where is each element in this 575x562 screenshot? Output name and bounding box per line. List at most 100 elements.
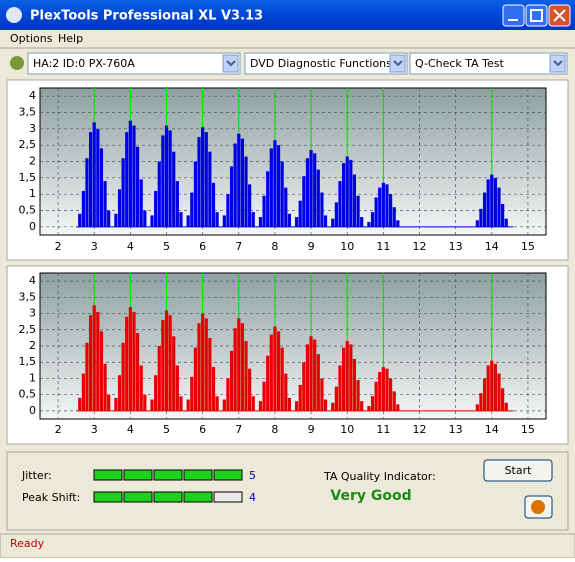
menu-item[interactable]: Help: [58, 32, 83, 45]
x-tick-label: 13: [449, 240, 463, 253]
test-select[interactable]: [409, 52, 568, 75]
bar: [135, 146, 140, 227]
bar: [374, 197, 378, 227]
x-tick-label: 6: [199, 240, 206, 253]
bar: [150, 399, 154, 411]
bar: [309, 150, 313, 227]
y-tick-label: 2: [29, 155, 36, 168]
bar: [92, 305, 96, 411]
bar: [186, 399, 190, 411]
bar: [370, 396, 375, 411]
bar: [378, 187, 382, 227]
bar: [179, 212, 183, 227]
bar: [81, 190, 85, 227]
maximize-button[interactable]: [525, 4, 548, 27]
x-tick-label: 12: [413, 423, 427, 436]
title-bar: [0, 0, 575, 30]
app-icon: [6, 7, 22, 23]
bar: [331, 218, 335, 227]
bar: [237, 133, 241, 227]
bar: [396, 404, 400, 411]
x-tick-label: 15: [521, 423, 535, 436]
results-panel: [6, 451, 569, 531]
bar: [197, 137, 201, 227]
bar: [175, 181, 179, 227]
bar: [128, 307, 132, 411]
bar: [89, 132, 93, 227]
bar: [266, 355, 270, 411]
bar: [114, 213, 118, 227]
bar: [121, 342, 125, 411]
y-tick-label: 1,5: [19, 171, 37, 184]
meter-segment: [93, 491, 123, 503]
bar: [338, 365, 342, 411]
bar: [385, 184, 389, 227]
status-text: Ready: [10, 537, 45, 550]
ta-quality-value: Very Good: [330, 488, 411, 504]
bar: [378, 371, 382, 411]
status-bar: [0, 533, 575, 559]
bar: [269, 334, 273, 411]
y-tick-label: 3,5: [19, 290, 37, 303]
y-tick-label: 0,5: [19, 204, 37, 217]
bar: [266, 171, 270, 227]
bar: [295, 401, 299, 411]
meter-segment: [153, 491, 183, 503]
function-text: DVD Diagnostic Functions: [250, 57, 392, 70]
bar: [96, 128, 100, 227]
bar: [244, 341, 248, 411]
meter-value: 4: [249, 491, 256, 504]
bar: [201, 127, 205, 227]
x-tick-label: 11: [376, 423, 390, 436]
x-tick-label: 4: [127, 423, 134, 436]
bar: [284, 373, 288, 411]
bar: [226, 378, 230, 411]
minimize-button[interactable]: [502, 4, 525, 27]
bar: [222, 215, 226, 227]
meter-segment: [93, 469, 123, 481]
bar: [157, 346, 161, 411]
meter-segment: [213, 469, 243, 481]
bar: [493, 177, 497, 227]
bar: [320, 192, 324, 227]
bar: [497, 373, 501, 411]
y-tick-label: 1: [29, 371, 36, 384]
bar: [396, 220, 400, 227]
x-tick-label: 14: [485, 423, 499, 436]
bar: [486, 365, 490, 411]
function-select[interactable]: [244, 52, 408, 75]
bar: [128, 120, 132, 227]
start-button[interactable]: [483, 459, 553, 482]
bar: [388, 194, 393, 227]
x-tick-label: 7: [235, 423, 242, 436]
bar: [345, 156, 349, 227]
bar: [258, 217, 263, 227]
bar: [193, 347, 198, 411]
bar: [479, 208, 483, 227]
bar: [280, 161, 284, 227]
bar: [482, 192, 487, 227]
meter-segment: [183, 469, 213, 481]
x-tick-label: 14: [485, 240, 499, 253]
bar: [482, 378, 487, 411]
x-tick-label: 15: [521, 240, 535, 253]
meter-segment: [213, 491, 243, 503]
y-tick-label: 2: [29, 339, 36, 352]
x-tick-label: 10: [340, 240, 354, 253]
bar: [143, 394, 147, 411]
bar: [356, 195, 360, 227]
bar: [92, 122, 96, 227]
bar: [345, 341, 349, 411]
bar: [392, 391, 396, 411]
bar: [356, 380, 360, 411]
bar: [132, 311, 136, 411]
bar: [490, 360, 494, 411]
drive-select[interactable]: [27, 52, 241, 75]
bar: [240, 323, 244, 411]
bar: [139, 179, 143, 227]
meter-segment: [153, 469, 183, 481]
menu-item[interactable]: Options: [10, 32, 53, 45]
bar: [172, 151, 176, 227]
bar: [287, 397, 291, 411]
